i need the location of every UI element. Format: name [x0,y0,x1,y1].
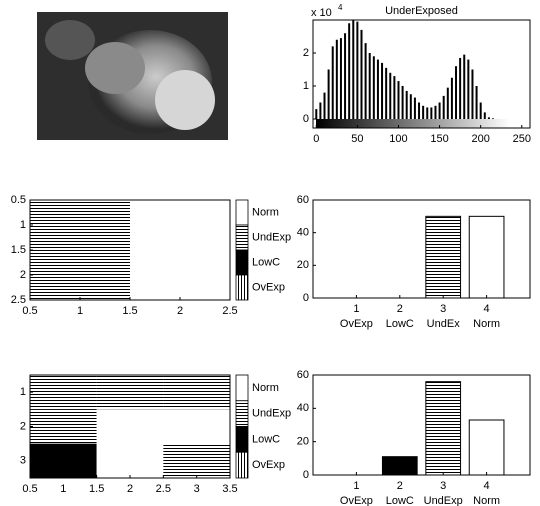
y-tick-label: 2 [20,420,26,432]
legend-label: UndExp [252,408,291,420]
legend-swatch [236,200,248,225]
legend-label: OvExp [252,459,285,471]
legend-swatch [236,375,248,401]
x-tick-label: 2 [177,305,183,317]
x-category-label: UndExp [424,495,463,506]
y-tick-label: 1 [20,386,26,398]
y-scale-label: x 10 [311,7,332,19]
x-tick-label: 200 [472,133,490,145]
chart: Norm UndExp LowC OvExp 0.5 1 1.5 2 2.5 3 3.5 1 2 3 [20,375,291,495]
legend-label: Norm [252,382,279,394]
x-tick-label: 3 [440,480,446,492]
y-tick-label: 0 [303,113,309,125]
x-tick-label: 2.5 [222,305,237,317]
x-tick-label: 2.5 [156,483,171,495]
legend-label: Norm [252,206,279,218]
legend-label: UndExp [252,231,291,243]
legend-swatch [236,427,248,453]
legend-swatch [236,275,248,300]
y-tick-label: 1 [303,80,309,92]
class-cell [30,200,130,250]
class-cell [30,444,97,478]
photo [37,12,228,140]
y-tick-label: 2 [20,269,26,281]
y-tick-label: 0 [303,292,309,304]
x-tick-label: 2 [127,483,133,495]
y-tick-label: 60 [297,369,309,381]
x-category-label: LowC [386,495,414,506]
class-cell [163,375,230,409]
class-cell [97,375,164,409]
legend-swatch [236,452,248,478]
x-tick-label: 1.5 [89,483,104,495]
y-scale-exponent: 4 [338,3,343,12]
x-category-label: OvExp [340,318,373,330]
legend-label: LowC [252,256,280,268]
x-tick-label: 50 [351,133,363,145]
class-cell [130,250,230,300]
y-tick-label: 1 [20,219,26,231]
x-tick-label: 150 [430,133,448,145]
bar [469,216,504,298]
chart-title: UnderExposed [385,5,458,17]
x-tick-label: 0 [313,133,319,145]
bar [426,216,461,298]
y-tick-label: 0.5 [11,194,26,206]
legend-swatch [236,250,248,275]
class-cell [97,444,164,478]
class-cell [130,200,230,250]
x-category-label: UndEx [427,318,461,330]
x-tick-label: 2 [397,480,403,492]
x-tick-label: 4 [484,303,490,315]
class-cell [163,409,230,443]
legend-swatch [236,225,248,250]
class-cell [163,444,230,478]
legend-swatch [236,401,248,427]
x-category-label: LowC [386,318,414,330]
x-tick-label: 1 [60,483,66,495]
y-tick-label: 20 [297,436,309,448]
x-category-label: OvExp [340,495,373,506]
x-tick-label: 1 [353,480,359,492]
x-category-label: Norm [473,318,500,330]
y-tick-label: 0 [303,469,309,481]
legend-label: LowC [252,433,280,445]
x-tick-label: 100 [389,133,407,145]
x-category-label: Norm [473,495,500,506]
y-tick-label: 40 [297,402,309,414]
y-tick-label: 40 [297,227,309,239]
y-tick-label: 3 [20,455,26,467]
x-tick-label: 4 [484,480,490,492]
bar [469,420,504,475]
y-tick-label: 60 [297,194,309,206]
x-tick-label: 0.5 [22,305,37,317]
x-tick-label: 3 [440,303,446,315]
y-tick-label: 2 [303,47,309,59]
figure: UnderExposedx 104050100150200250012NormU… [0,0,540,506]
x-tick-label: 250 [513,133,531,145]
x-tick-label: 0.5 [22,483,37,495]
class-cell [30,375,97,409]
x-tick-label: 3.5 [222,483,237,495]
x-tick-label: 1.5 [122,305,137,317]
x-tick-label: 3 [194,483,200,495]
chart: UnderExposed x 10 4 0 50 100 150 200 250 0 1 2 [303,3,531,145]
y-tick-label: 1.5 [11,244,26,256]
class-cell [30,250,130,300]
y-tick-label: 20 [297,259,309,271]
x-tick-label: 2 [397,303,403,315]
bar [426,382,461,475]
y-tick-label: 2.5 [11,294,26,306]
legend-label: OvExp [252,281,285,293]
class-cell [97,409,164,443]
x-tick-label: 1 [353,303,359,315]
class-cell [30,409,97,443]
x-tick-label: 1 [77,305,83,317]
